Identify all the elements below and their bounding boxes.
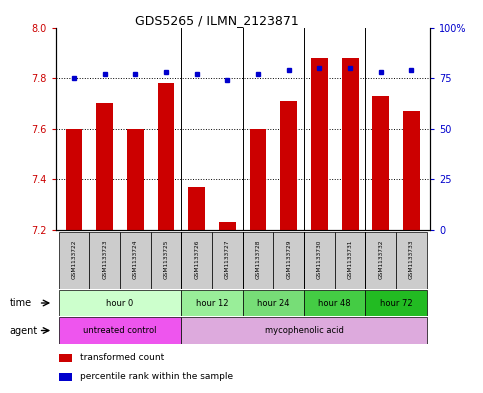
Text: hour 72: hour 72	[380, 299, 412, 307]
FancyBboxPatch shape	[181, 290, 243, 316]
Bar	[127, 129, 144, 230]
FancyBboxPatch shape	[181, 317, 427, 344]
Bar	[280, 101, 297, 230]
Bar	[59, 373, 72, 381]
Bar	[219, 222, 236, 230]
FancyBboxPatch shape	[304, 232, 335, 289]
FancyBboxPatch shape	[366, 232, 396, 289]
Text: hour 24: hour 24	[257, 299, 290, 307]
Text: GSM1133725: GSM1133725	[164, 239, 169, 279]
FancyBboxPatch shape	[366, 290, 427, 316]
Text: GSM1133730: GSM1133730	[317, 239, 322, 279]
Text: percentile rank within the sample: percentile rank within the sample	[80, 373, 233, 382]
FancyBboxPatch shape	[335, 232, 366, 289]
Text: GSM1133728: GSM1133728	[256, 239, 260, 279]
FancyBboxPatch shape	[243, 232, 273, 289]
FancyBboxPatch shape	[58, 232, 89, 289]
FancyBboxPatch shape	[243, 290, 304, 316]
Bar	[66, 129, 83, 230]
Text: transformed count: transformed count	[80, 353, 164, 362]
Bar	[188, 187, 205, 230]
Text: GSM1133733: GSM1133733	[409, 239, 414, 279]
Bar	[157, 83, 174, 230]
FancyBboxPatch shape	[396, 232, 427, 289]
Bar	[403, 111, 420, 230]
Text: GSM1133724: GSM1133724	[133, 239, 138, 279]
FancyBboxPatch shape	[58, 290, 181, 316]
Text: GSM1133732: GSM1133732	[378, 239, 384, 279]
FancyBboxPatch shape	[304, 290, 366, 316]
Text: GSM1133723: GSM1133723	[102, 239, 107, 279]
Text: time: time	[10, 298, 32, 308]
Text: hour 0: hour 0	[106, 299, 134, 307]
Bar	[311, 58, 328, 230]
Bar	[59, 354, 72, 362]
Text: GSM1133722: GSM1133722	[71, 239, 76, 279]
Text: GSM1133726: GSM1133726	[194, 240, 199, 279]
Text: GSM1133731: GSM1133731	[348, 240, 353, 279]
FancyBboxPatch shape	[181, 232, 212, 289]
Bar	[372, 96, 389, 230]
FancyBboxPatch shape	[212, 232, 243, 289]
Text: GSM1133729: GSM1133729	[286, 239, 291, 279]
FancyBboxPatch shape	[151, 232, 181, 289]
Bar	[341, 58, 358, 230]
Text: GSM1133727: GSM1133727	[225, 239, 230, 279]
Text: GDS5265 / ILMN_2123871: GDS5265 / ILMN_2123871	[135, 14, 299, 27]
Text: hour 12: hour 12	[196, 299, 228, 307]
FancyBboxPatch shape	[89, 232, 120, 289]
FancyBboxPatch shape	[120, 232, 151, 289]
Bar	[96, 103, 113, 230]
Text: hour 48: hour 48	[318, 299, 351, 307]
Text: agent: agent	[10, 325, 38, 336]
Text: untreated control: untreated control	[83, 326, 156, 335]
FancyBboxPatch shape	[58, 317, 181, 344]
FancyBboxPatch shape	[273, 232, 304, 289]
Text: mycophenolic acid: mycophenolic acid	[265, 326, 343, 335]
Bar	[250, 129, 267, 230]
